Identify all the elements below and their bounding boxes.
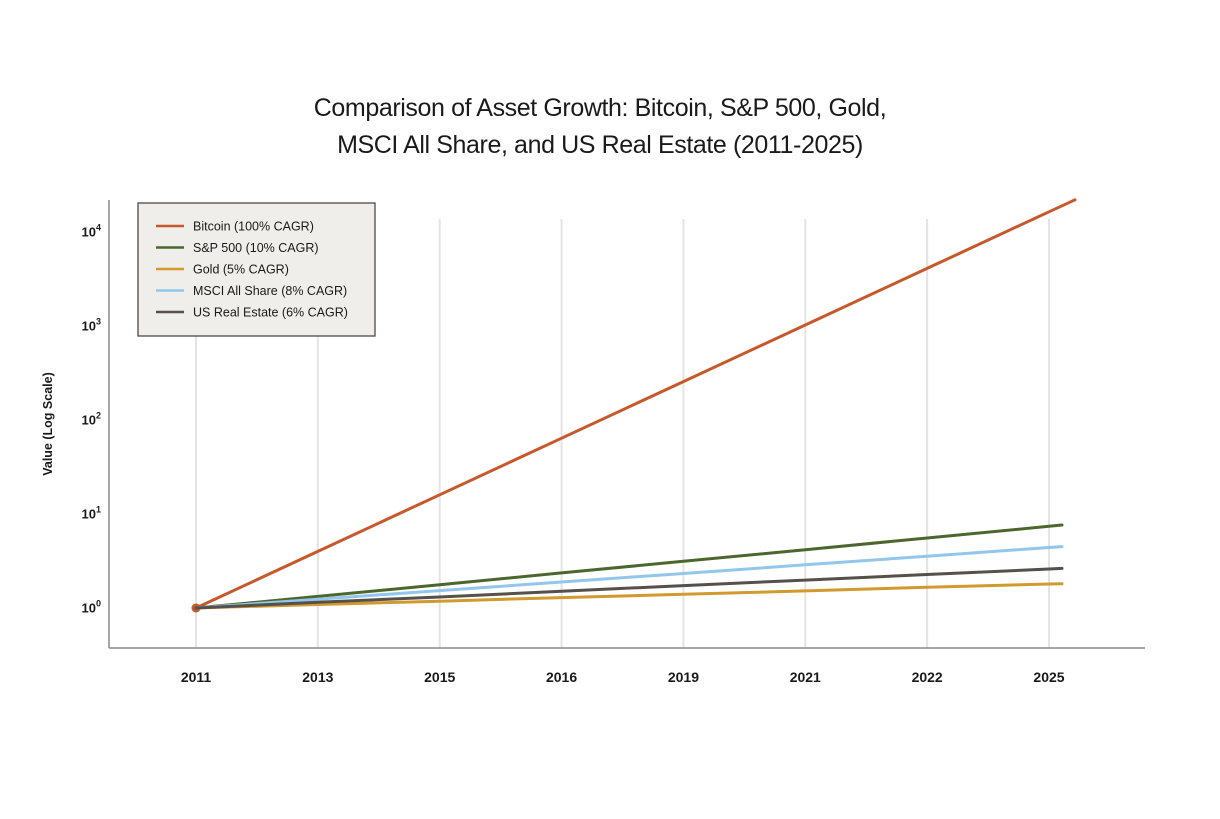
series-line-gold-5-cagr xyxy=(194,582,1064,610)
x-tick-2021: 2021 xyxy=(790,669,821,685)
axes-spines xyxy=(108,200,1145,649)
y-axis-label: Value (Log Scale) xyxy=(41,372,55,476)
chart-title-line2: MSCI All Share, and US Real Estate (2011… xyxy=(337,131,863,159)
y-tick-10e4: 104 xyxy=(82,223,101,240)
y-tick-10e0: 100 xyxy=(82,599,101,616)
x-tick-2013: 2013 xyxy=(302,669,333,685)
legend-label-s-p-500-10-cagr: S&P 500 (10% CAGR) xyxy=(193,241,319,255)
chart-title-line1: Comparison of Asset Growth: Bitcoin, S&P… xyxy=(314,94,886,122)
x-tick-2019: 2019 xyxy=(668,669,699,685)
series-lines xyxy=(191,198,1077,613)
x-tick-2022: 2022 xyxy=(912,669,943,685)
legend: Bitcoin (100% CAGR) S&P 500 (10% CAGR) Gol… xyxy=(137,202,376,337)
series-line-bitcoin-100-cagr xyxy=(194,198,1077,610)
x-tick-2011: 2011 xyxy=(181,669,212,685)
series-line-s-p-500-10-cagr xyxy=(194,523,1064,610)
x-tick-2016: 2016 xyxy=(546,669,577,685)
y-tick-labels: 100 101 102 103 104 xyxy=(82,223,101,616)
legend-label-msci-all-share-8-cagr: MSCI All Share (8% CAGR) xyxy=(193,284,347,298)
legend-label-us-real-estate-6-cagr: US Real Estate (6% CAGR) xyxy=(193,306,348,320)
x-tick-2015: 2015 xyxy=(424,669,455,685)
legend-label-gold-5-cagr: Gold (5% CAGR) xyxy=(193,263,289,277)
x-tick-2025: 2025 xyxy=(1033,669,1064,685)
y-tick-10e3: 103 xyxy=(82,317,101,334)
x-tick-labels: 2011 2013 2015 2016 2019 2021 2022 2025 xyxy=(181,669,1065,685)
y-tick-10e1: 101 xyxy=(82,505,101,522)
y-tick-10e2: 102 xyxy=(82,411,101,428)
series-line-us-real-estate-6-cagr xyxy=(194,566,1064,610)
series-line-msci-all-share-8-cagr xyxy=(194,545,1064,610)
legend-label-bitcoin-100-cagr: Bitcoin (100% CAGR) xyxy=(193,220,314,234)
